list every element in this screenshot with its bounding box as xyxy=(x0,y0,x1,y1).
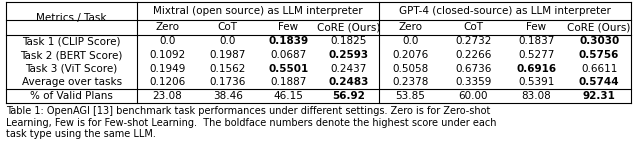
Text: 60.00: 60.00 xyxy=(459,91,488,101)
Text: 46.15: 46.15 xyxy=(273,91,303,101)
Text: CoRE (Ours): CoRE (Ours) xyxy=(317,22,380,32)
Text: 0.1887: 0.1887 xyxy=(270,78,307,87)
Text: Zero: Zero xyxy=(399,22,422,32)
Text: Zero: Zero xyxy=(156,22,179,32)
Text: 0.2483: 0.2483 xyxy=(328,78,369,87)
Text: CoRE (Ours): CoRE (Ours) xyxy=(568,22,631,32)
Text: 0.1949: 0.1949 xyxy=(149,64,186,74)
Text: 0.2378: 0.2378 xyxy=(392,78,429,87)
Text: Mixtral (open source) as LLM interpreter: Mixtral (open source) as LLM interpreter xyxy=(153,6,363,16)
Text: 23.08: 23.08 xyxy=(152,91,182,101)
Text: Task 3 (ViT Score): Task 3 (ViT Score) xyxy=(26,64,118,74)
Text: Table 1: OpenAGI [13] benchmark task performances under different settings. Zero: Table 1: OpenAGI [13] benchmark task per… xyxy=(6,106,497,139)
Text: 0.5744: 0.5744 xyxy=(579,78,620,87)
Text: 0.2266: 0.2266 xyxy=(455,50,492,60)
Text: 0.1562: 0.1562 xyxy=(209,64,246,74)
Text: Task 1 (CLIP Score): Task 1 (CLIP Score) xyxy=(22,37,121,46)
Text: 0.1837: 0.1837 xyxy=(518,37,554,46)
Text: 0.1839: 0.1839 xyxy=(268,37,308,46)
Text: Few: Few xyxy=(526,22,547,32)
Text: 0.3030: 0.3030 xyxy=(579,37,620,46)
Text: 0.6736: 0.6736 xyxy=(455,64,492,74)
Text: 0.1736: 0.1736 xyxy=(209,78,246,87)
Text: 0.1987: 0.1987 xyxy=(209,50,246,60)
Text: 56.92: 56.92 xyxy=(332,91,365,101)
Text: Few: Few xyxy=(278,22,298,32)
Text: 0.0687: 0.0687 xyxy=(270,50,307,60)
Text: CoT: CoT xyxy=(463,22,483,32)
Text: 0.1092: 0.1092 xyxy=(149,50,186,60)
Text: 0.0: 0.0 xyxy=(159,37,175,46)
Text: Average over tasks: Average over tasks xyxy=(22,78,122,87)
Text: 0.1206: 0.1206 xyxy=(149,78,186,87)
Text: 0.2437: 0.2437 xyxy=(331,64,367,74)
Text: 0.5756: 0.5756 xyxy=(579,50,620,60)
Text: Metrics / Task: Metrics / Task xyxy=(36,13,107,23)
Text: 92.31: 92.31 xyxy=(583,91,616,101)
Text: 0.3359: 0.3359 xyxy=(455,78,492,87)
Text: 0.0: 0.0 xyxy=(220,37,236,46)
Text: 0.5501: 0.5501 xyxy=(268,64,308,74)
Text: 53.85: 53.85 xyxy=(396,91,426,101)
Text: 0.0: 0.0 xyxy=(403,37,419,46)
Text: 0.5058: 0.5058 xyxy=(392,64,429,74)
Text: 0.2593: 0.2593 xyxy=(329,50,369,60)
Text: 0.2076: 0.2076 xyxy=(392,50,429,60)
Text: 0.5391: 0.5391 xyxy=(518,78,554,87)
Text: 83.08: 83.08 xyxy=(522,91,551,101)
Text: CoT: CoT xyxy=(218,22,237,32)
Text: 38.46: 38.46 xyxy=(212,91,243,101)
Text: % of Valid Plans: % of Valid Plans xyxy=(30,91,113,101)
Text: 0.6916: 0.6916 xyxy=(516,64,556,74)
Text: 0.5277: 0.5277 xyxy=(518,50,554,60)
Text: 0.6611: 0.6611 xyxy=(581,64,618,74)
Text: 0.2732: 0.2732 xyxy=(455,37,492,46)
Text: GPT-4 (closed-source) as LLM interpreter: GPT-4 (closed-source) as LLM interpreter xyxy=(399,6,611,16)
Text: Task 2 (BERT Score): Task 2 (BERT Score) xyxy=(20,50,123,60)
Text: 0.1825: 0.1825 xyxy=(331,37,367,46)
